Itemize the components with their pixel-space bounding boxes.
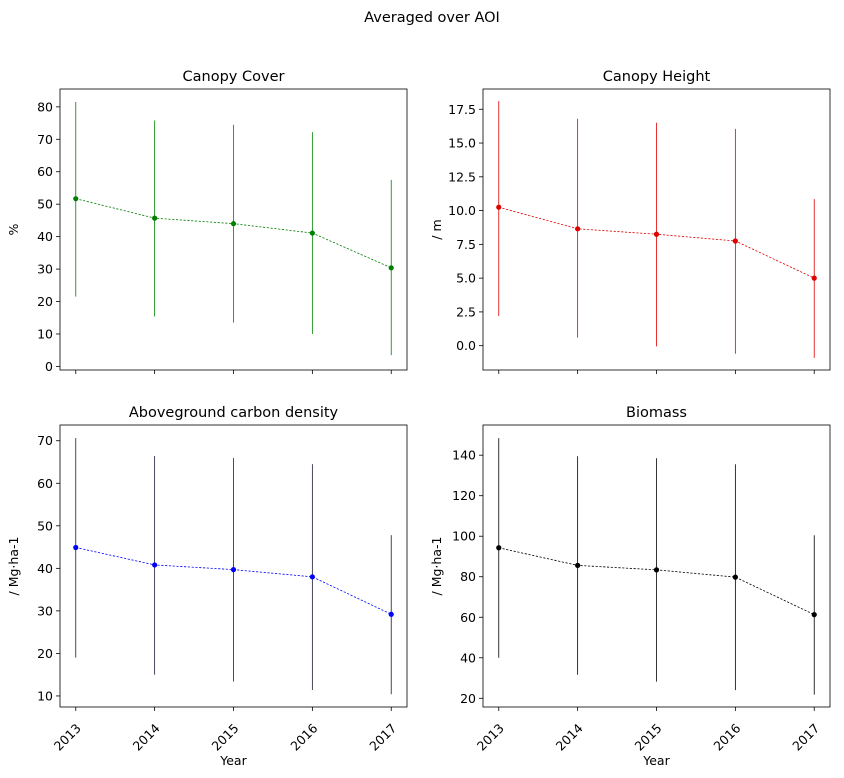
data-point	[309, 574, 315, 580]
y-tick-label: 70	[37, 433, 53, 448]
y-axis-label: / m	[429, 219, 444, 239]
y-tick-label: 15.0	[448, 136, 476, 151]
y-tick-label: 140	[452, 448, 476, 463]
y-tick-label: 60	[37, 164, 53, 179]
y-tick-label: 7.5	[456, 237, 476, 252]
data-point	[309, 230, 315, 236]
y-tick-label: 60	[37, 476, 53, 491]
y-tick-label: 60	[460, 610, 476, 625]
x-tick-label: 2015	[632, 721, 665, 754]
data-point	[152, 215, 158, 221]
data-point	[496, 545, 502, 551]
y-tick-label: 10	[37, 688, 53, 703]
y-tick-label: 40	[37, 229, 53, 244]
y-tick-label: 12.5	[448, 169, 476, 184]
axes-frame	[482, 424, 831, 708]
x-tick-label: 2013	[474, 721, 507, 754]
y-tick-label: 40	[460, 650, 476, 665]
data-point	[811, 275, 817, 281]
data-point	[811, 612, 817, 618]
y-tick-label: 80	[37, 99, 53, 114]
y-tick-label: 80	[460, 569, 476, 584]
y-tick-label: 20	[37, 294, 53, 309]
data-point	[73, 196, 79, 202]
subplot-3: Aboveground carbon density 10 20 30 40 50 60 70…	[6, 405, 408, 768]
y-tick-label: 20	[460, 691, 476, 706]
y-tick-label: 30	[37, 262, 53, 277]
data-point	[152, 562, 158, 568]
y-tick-label: 20	[37, 646, 53, 661]
subplot-title: Canopy Height	[603, 69, 711, 85]
x-axis-label: Year	[219, 753, 247, 768]
data-point	[388, 265, 394, 271]
y-axis-label: / Mg·ha-1	[6, 537, 21, 596]
subplot-title: Aboveground carbon density	[129, 405, 339, 421]
x-tick-label: 2017	[789, 721, 822, 754]
y-tick-label: 120	[452, 488, 476, 503]
x-tick-label: 2016	[710, 720, 743, 753]
x-tick-label: 2017	[366, 721, 399, 754]
subplot-title: Canopy Cover	[183, 69, 285, 85]
data-point	[230, 221, 237, 227]
y-tick-label: 10	[37, 326, 53, 341]
y-tick-label: 5.0	[456, 271, 476, 286]
axes-frame	[59, 88, 408, 371]
y-tick-label: 70	[37, 132, 53, 147]
y-tick-label: 2.5	[456, 304, 476, 319]
subplot-grid: Canopy Cover 0 10 20 30 40 50 60 70 80% Canopy Hei…	[6, 69, 831, 768]
data-point	[732, 238, 738, 244]
y-tick-label: 17.5	[448, 102, 476, 117]
y-tick-label: 10.0	[448, 203, 476, 218]
x-axis-label: Year	[642, 753, 670, 768]
y-tick-label: 100	[452, 529, 476, 544]
x-tick-label: 2014	[553, 720, 586, 753]
y-tick-label: 40	[37, 561, 53, 576]
axes-frame	[482, 88, 831, 371]
subplot-1: Canopy Cover 0 10 20 30 40 50 60 70 80%	[6, 69, 408, 374]
data-point	[388, 611, 394, 617]
data-point	[230, 567, 237, 573]
x-tick-label: 2013	[51, 721, 84, 754]
y-axis-label: / Mg·ha-1	[429, 537, 444, 596]
x-tick-label: 2016	[287, 720, 320, 753]
y-tick-label: 0	[45, 359, 53, 374]
data-point	[575, 226, 581, 232]
subplot-4: Biomass 20 40 60 80 100 120 140 2013 2014 2015 2016…	[429, 405, 831, 768]
y-tick-label: 50	[37, 197, 53, 212]
x-tick-label: 2014	[130, 720, 163, 753]
y-axis-label: %	[6, 223, 21, 235]
data-point	[732, 574, 738, 580]
data-point	[575, 562, 581, 568]
x-tick-label: 2015	[209, 721, 242, 754]
axes-frame	[59, 424, 408, 708]
y-tick-label: 30	[37, 603, 53, 618]
figure-suptitle: Averaged over AOI	[364, 10, 500, 26]
subplot-title: Biomass	[626, 405, 687, 421]
y-tick-label: 50	[37, 518, 53, 533]
data-point	[73, 544, 79, 551]
data-point	[496, 204, 502, 210]
subplot-2: Canopy Height 0.0 2.5 5.0 7.5 10.0 12.5 15.0 17.…	[429, 69, 831, 374]
data-point	[653, 231, 660, 237]
y-tick-label: 0.0	[456, 338, 476, 353]
data-point	[653, 567, 660, 573]
